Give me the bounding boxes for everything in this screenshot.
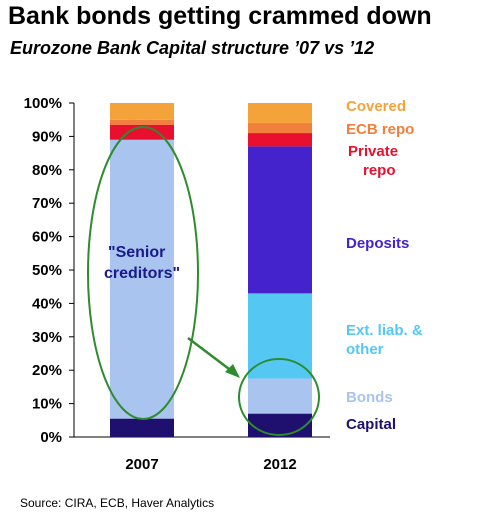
chart-title: Bank bonds getting crammed down xyxy=(8,2,432,30)
bar-segment-ecb-repo-2007 xyxy=(110,119,174,125)
y-tick-label: 10% xyxy=(32,396,62,413)
annotation-text: creditors" xyxy=(104,265,180,282)
legend-label: Capital xyxy=(346,416,396,433)
y-tick-label: 90% xyxy=(32,128,62,145)
bar-segment-ecb-repo-2012 xyxy=(248,123,312,134)
bar-segment-bonds-2007 xyxy=(110,139,174,419)
legend-label: Deposits xyxy=(346,235,409,252)
legend-label: other xyxy=(346,341,384,358)
source-note: Source: CIRA, ECB, Haver Analytics xyxy=(20,496,215,510)
y-tick-label: 70% xyxy=(32,195,62,212)
y-tick-label: 50% xyxy=(32,262,62,279)
legend-label: Ext. liab. & xyxy=(346,322,423,339)
annotation-text: "Senior xyxy=(108,244,165,261)
legend-label: Bonds xyxy=(346,389,393,406)
legend-label: Covered xyxy=(346,98,406,115)
highlight-ellipse-2007 xyxy=(87,126,199,420)
bar-segment-bonds-2012 xyxy=(248,378,312,414)
annotation-arrow-shaft xyxy=(187,337,234,373)
bar-segment-private-repo-2012 xyxy=(248,133,312,147)
annotation-arrow-head xyxy=(225,364,240,378)
highlight-ellipse-2012 xyxy=(238,358,320,436)
y-tick-label: 40% xyxy=(32,295,62,312)
bar-segment-capital-2007 xyxy=(110,418,174,437)
bar-segment-capital-2012 xyxy=(248,413,312,437)
bar-segment-covered-2012 xyxy=(248,103,312,124)
y-tick-label: 80% xyxy=(32,162,62,179)
y-tick-label: 0% xyxy=(40,429,62,446)
y-tick-label: 20% xyxy=(32,362,62,379)
y-tick-label: 30% xyxy=(32,329,62,346)
bar-segment-deposits-2012 xyxy=(248,146,312,294)
x-category-label: 2012 xyxy=(263,456,296,473)
bar-segment-private-repo-2007 xyxy=(110,124,174,140)
legend-label: repo xyxy=(363,162,396,179)
bar-segment-covered-2007 xyxy=(110,103,174,120)
legend-label: Private xyxy=(348,143,398,160)
legend-label: ECB repo xyxy=(346,121,414,138)
y-tick-label: 100% xyxy=(24,95,62,112)
x-category-label: 2007 xyxy=(125,456,158,473)
y-tick-label: 60% xyxy=(32,229,62,246)
chart-subtitle: Eurozone Bank Capital structure ’07 vs ’… xyxy=(10,38,375,58)
